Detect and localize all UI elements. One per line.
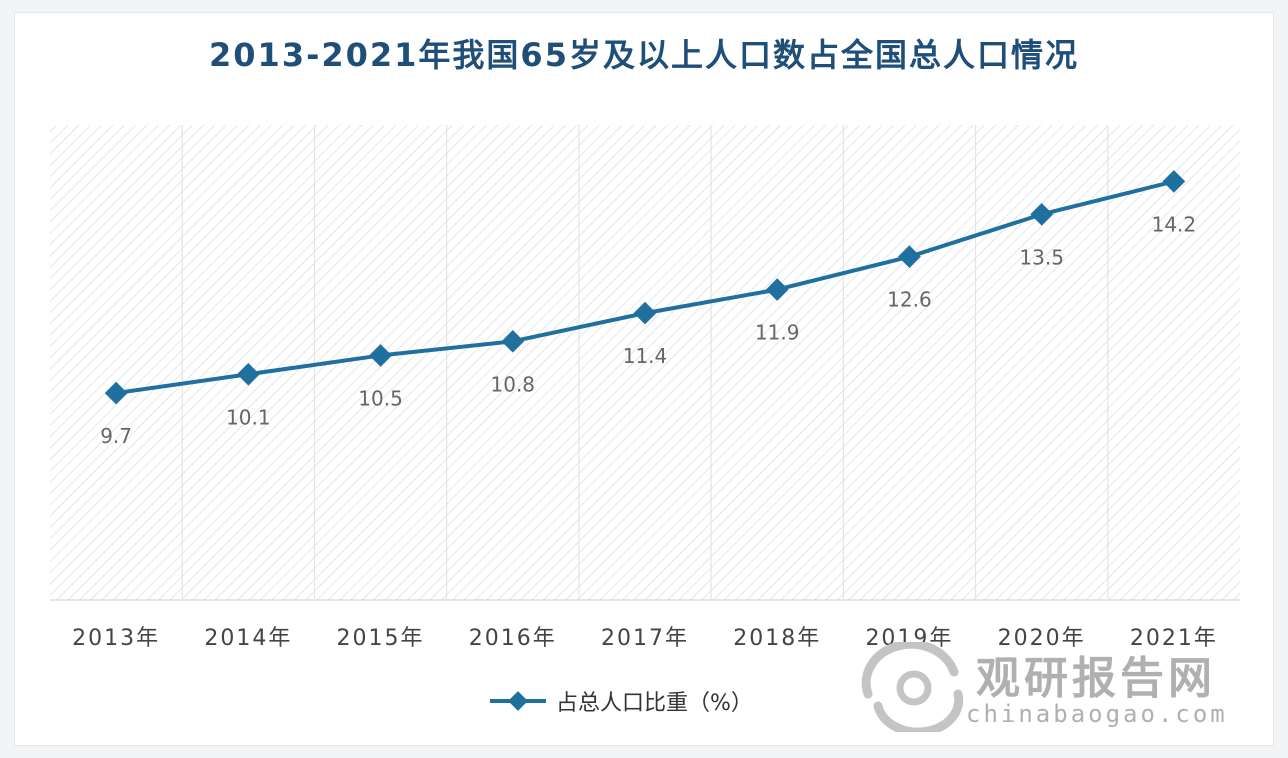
vertical-gridlines (181, 125, 1109, 600)
x-tick-label: 2013年 (72, 626, 160, 651)
watermark: 观研报告网 chinabaogao.com (858, 639, 1238, 737)
data-point-marker (104, 381, 128, 405)
x-tick-label: 2021年 (1130, 626, 1218, 651)
data-label: 10.1 (226, 405, 271, 429)
legend-line-diamond-icon (490, 691, 546, 711)
legend-label: 占总人口比重（%） (556, 691, 753, 716)
watermark-en-text: chinabaogao.com (966, 700, 1228, 728)
x-axis-labels: 2013年 2014年 2015年 2016年 2017年 2018年 2019年 2020年… (72, 626, 1218, 651)
data-point-marker (501, 330, 525, 353)
data-label: 11.4 (623, 344, 668, 368)
x-tick-label: 2014年 (204, 626, 292, 651)
data-point-marker (765, 278, 789, 301)
chart-title: 2013-2021年我国65岁及以上人口数占全国总人口情况 (209, 36, 1079, 74)
data-label: 11.9 (755, 321, 800, 345)
watermark-logo-icon (861, 639, 964, 737)
x-tick-label: 2017年 (601, 626, 689, 651)
watermark-cn-text: 观研报告网 (976, 653, 1216, 704)
legend: 占总人口比重（%） (488, 686, 753, 716)
data-label: 10.8 (491, 372, 536, 396)
data-label: 10.5 (358, 386, 403, 410)
x-tick-label: 2015年 (337, 626, 425, 651)
data-label: 13.5 (1019, 245, 1064, 269)
x-tick-label: 2016年 (469, 626, 557, 651)
data-label: 12.6 (887, 288, 932, 312)
data-label: 14.2 (1152, 212, 1197, 236)
x-tick-label: 2018年 (733, 626, 821, 651)
data-point-marker (369, 344, 392, 367)
data-labels: 9.7 10.1 10.5 10.8 11.4 11.9 12.6 13.5 14.2 (100, 212, 1196, 448)
data-point-marker (633, 301, 657, 325)
data-label: 9.7 (100, 424, 132, 448)
x-tick-label: 2020年 (998, 626, 1086, 651)
